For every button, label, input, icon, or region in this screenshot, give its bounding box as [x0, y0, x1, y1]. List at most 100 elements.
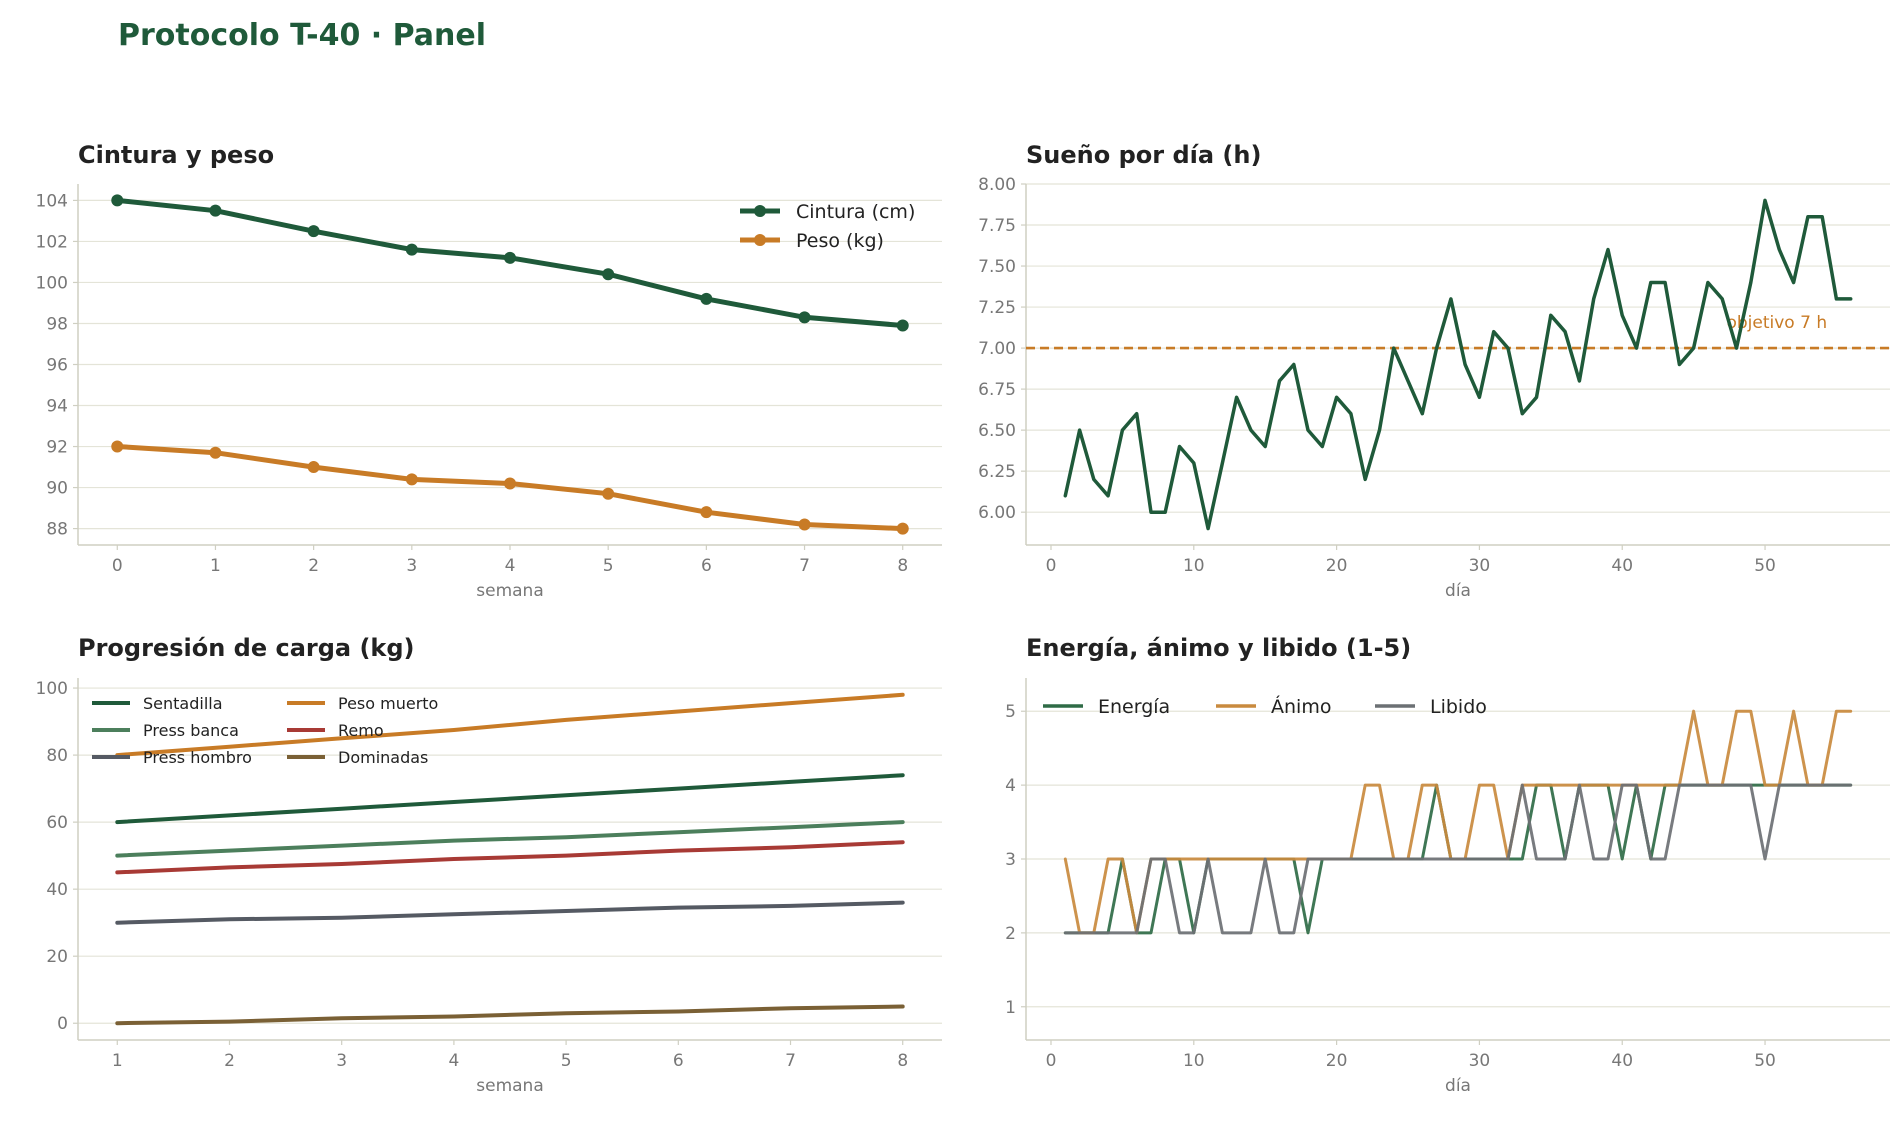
legend-label: Press hombro: [143, 748, 252, 767]
y-tick-label: 80: [46, 746, 68, 766]
x-tick-label: 20: [1326, 1051, 1348, 1071]
x-tick-label: 30: [1469, 1051, 1491, 1071]
data-point: [405, 243, 418, 256]
y-tick-label: 6.75: [978, 380, 1016, 400]
y-tick-label: 94: [46, 397, 68, 417]
series-line-0: [1063, 198, 1853, 531]
x-tick-label: 10: [1183, 556, 1205, 576]
x-tick-label: 40: [1611, 556, 1633, 576]
x-tick-label: 3: [406, 556, 417, 576]
chart-sueno: Sueño por día (h) 6.00 6.25 6.50 6.75 7.00 7.2…: [978, 141, 1890, 601]
legend-label: Sentadilla: [143, 694, 223, 713]
chart-title: Energía, ánimo y libido (1-5): [1026, 634, 1411, 662]
x-tick-label: 5: [561, 1051, 572, 1071]
x-tick-label: 40: [1611, 1051, 1633, 1071]
x-tick-label: 2: [224, 1051, 235, 1071]
y-tick-label: 96: [46, 356, 68, 376]
x-tick-label: 8: [897, 556, 908, 576]
data-point: [896, 522, 909, 535]
y-tick-label: 104: [36, 191, 68, 211]
chart-title: Sueño por día (h): [1026, 141, 1261, 169]
legend-label: Energía: [1098, 696, 1170, 718]
legend-label: Peso (kg): [796, 230, 884, 252]
y-tick-label: 92: [46, 438, 68, 458]
data-point: [798, 311, 811, 324]
y-tick-label: 0: [57, 1014, 68, 1034]
legend-label: Ánimo: [1271, 695, 1331, 718]
x-tick-label: 0: [112, 556, 123, 576]
x-tick-label: 2: [308, 556, 319, 576]
chart-title: Cintura y peso: [78, 141, 274, 169]
y-tick-label: 100: [36, 679, 68, 699]
x-axis-label: semana: [476, 581, 544, 601]
x-tick-label: 50: [1754, 556, 1776, 576]
data-point: [602, 268, 615, 281]
x-tick-label: 4: [448, 1051, 459, 1071]
x-axis-label: día: [1445, 1076, 1471, 1096]
chart-carga: Progresión de carga (kg) 0 20 40 60 80 100 1 2 3 4…: [36, 634, 942, 1096]
data-point: [504, 477, 516, 490]
x-tick-label: 1: [112, 1051, 123, 1071]
data-point: [111, 194, 124, 207]
data-point: [307, 461, 320, 474]
legend-marker: [754, 234, 766, 246]
data-point: [700, 506, 713, 519]
series-line-0: [115, 773, 905, 825]
y-tick-label: 7.00: [978, 339, 1016, 359]
data-point: [700, 292, 713, 305]
y-tick-label: 5: [1005, 702, 1016, 722]
y-tick-label: 90: [46, 479, 68, 499]
legend-label: Peso muerto: [338, 694, 438, 713]
series-line-1: [115, 692, 905, 758]
y-tick-label: 60: [46, 813, 68, 833]
data-point: [209, 204, 222, 217]
y-tick-label: 2: [1005, 924, 1016, 944]
legend-label: Cintura (cm): [796, 201, 915, 223]
x-tick-label: 10: [1183, 1051, 1205, 1071]
legend-label: Remo: [338, 721, 384, 740]
data-point: [504, 251, 516, 264]
y-tick-label: 7.50: [978, 257, 1016, 277]
series-line-4: [115, 900, 905, 925]
y-tick-label: 7.25: [978, 298, 1016, 318]
y-tick-label: 98: [46, 314, 68, 334]
x-axis-label: semana: [476, 1076, 544, 1096]
x-axis-label: día: [1445, 581, 1471, 601]
x-tick-label: 6: [701, 556, 712, 576]
page-title: Protocolo T-40 · Panel: [118, 18, 487, 53]
x-tick-label: 4: [505, 556, 516, 576]
y-tick-label: 40: [46, 880, 68, 900]
chart-title: Progresión de carga (kg): [78, 634, 415, 662]
x-tick-label: 7: [785, 1051, 796, 1071]
target-label: objetivo 7 h: [1726, 313, 1827, 333]
x-tick-label: 6: [673, 1051, 684, 1071]
series-line-2: [1063, 783, 1853, 935]
data-point: [405, 473, 418, 486]
x-tick-label: 20: [1326, 556, 1348, 576]
chart-cintura: Cintura y peso 88 90 92 94 96 98 100 102 104 0 1 2 3 4…: [36, 141, 942, 601]
x-tick-label: 1: [210, 556, 221, 576]
series-line-2: [115, 820, 905, 858]
y-tick-label: 6.50: [978, 421, 1016, 441]
x-tick-label: 5: [603, 556, 614, 576]
x-tick-label: 0: [1046, 556, 1057, 576]
data-point: [602, 487, 615, 500]
y-tick-label: 3: [1005, 850, 1016, 870]
y-tick-label: 88: [46, 520, 68, 540]
data-point: [209, 446, 222, 459]
y-tick-label: 6.25: [978, 462, 1016, 482]
x-tick-label: 3: [336, 1051, 347, 1071]
legend-label: Libido: [1430, 696, 1487, 718]
x-tick-label: 7: [799, 556, 810, 576]
y-tick-label: 4: [1005, 776, 1016, 796]
y-tick-label: 100: [36, 273, 68, 293]
data-point: [111, 440, 124, 453]
y-tick-label: 8.00: [978, 175, 1016, 195]
data-point: [307, 225, 320, 238]
x-tick-label: 50: [1754, 1051, 1776, 1071]
y-tick-label: 1: [1005, 998, 1016, 1018]
series-line-1: [1063, 709, 1853, 935]
series-line-5: [115, 1004, 905, 1026]
chart-energia: Energía, ánimo y libido (1-5) 1 2 3 4 50 10 20 3…: [1005, 634, 1890, 1096]
